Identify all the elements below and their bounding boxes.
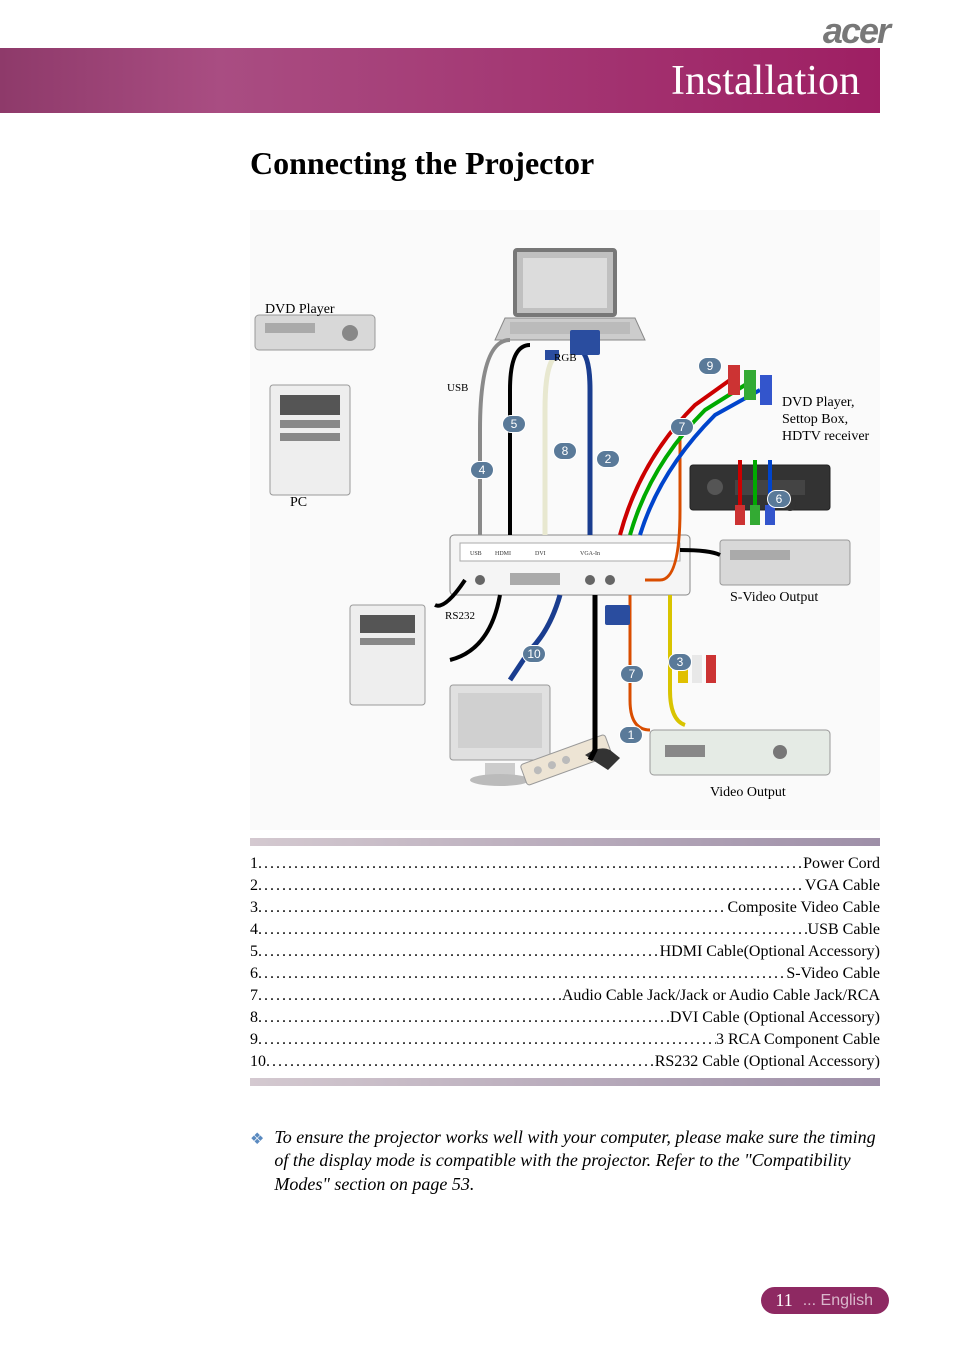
label-dvd-player: DVD Player — [265, 302, 335, 318]
header-title: Installation — [671, 57, 860, 105]
cable-row: 3 Composite Video Cable — [250, 899, 880, 921]
svg-text:HDMI: HDMI — [495, 551, 511, 557]
cable-label: VGA Cable — [805, 877, 880, 895]
cable-row: 4 USB Cable — [250, 921, 880, 943]
table-band-top — [250, 838, 880, 846]
cable-number: 7 — [250, 987, 258, 1005]
label-pc: PC — [290, 495, 307, 511]
cable-label: Composite Video Cable — [727, 899, 880, 917]
cable-number: 2 — [250, 877, 258, 895]
diagram-marker: 5 — [502, 415, 526, 433]
label-dvd-settop: DVD Player, Settop Box, HDTV receiver — [782, 395, 882, 445]
diagram-svg: USB HDMI DVI VGA-In — [250, 210, 880, 830]
diagram-marker: 7 — [620, 665, 644, 683]
cable-number: 9 — [250, 1031, 258, 1049]
cable-label: HDMI Cable(Optional Accessory) — [660, 943, 880, 961]
cable-label: USB Cable — [808, 921, 880, 939]
page-pill: 11 ... English — [761, 1287, 889, 1314]
svg-text:DVI: DVI — [535, 551, 546, 557]
diagram-marker: 10 — [522, 645, 546, 663]
cable-number: 1 — [250, 855, 258, 873]
cable-dots — [258, 1009, 670, 1027]
cable-number: 3 — [250, 899, 258, 917]
diagram-marker: 4 — [470, 461, 494, 479]
page-footer: 11 ... English — [761, 1287, 889, 1314]
cable-dots — [258, 943, 660, 961]
diagram-marker: 3 — [668, 653, 692, 671]
table-band-bottom — [250, 1078, 880, 1086]
cable-label: 3 RCA Component Cable — [716, 1031, 880, 1049]
cable-dots — [258, 877, 805, 895]
label-video-out: Video Output — [710, 785, 786, 801]
page-language: ... English — [803, 1292, 873, 1310]
svg-text:USB: USB — [470, 551, 482, 557]
page-number: 11 — [775, 1290, 792, 1311]
section-title: Connecting the Projector — [250, 145, 594, 182]
diagram-marker: 8 — [553, 442, 577, 460]
diagram-marker: 7 — [670, 418, 694, 436]
cable-number: 10 — [250, 1053, 266, 1071]
note-block: ❖ To ensure the projector works well wit… — [250, 1126, 880, 1196]
cable-dots — [258, 965, 786, 983]
cable-label: Power Cord — [803, 855, 880, 873]
cable-row: 10 RS232 Cable (Optional Accessory) — [250, 1053, 880, 1075]
cable-row: 1 Power Cord — [250, 855, 880, 877]
cable-row: 7 Audio Cable Jack/Jack or Audio Cable Ja… — [250, 987, 880, 1009]
label-rgb: RGB — [554, 352, 577, 364]
cable-row: 8 DVI Cable (Optional Accessory) — [250, 1009, 880, 1031]
cable-row: 2 VGA Cable — [250, 877, 880, 899]
label-usb: USB — [447, 382, 468, 394]
cable-row: 6 S-Video Cable — [250, 965, 880, 987]
cable-label: Audio Cable Jack/Jack or Audio Cable Jac… — [562, 987, 880, 1005]
cable-dots — [258, 855, 803, 873]
svg-text:VGA-In: VGA-In — [580, 551, 600, 557]
label-rs232: RS232 — [445, 610, 475, 622]
label-svideo-out: S-Video Output — [730, 590, 818, 606]
cable-dots — [258, 921, 808, 939]
cable-row: 9 3 RCA Component Cable — [250, 1031, 880, 1053]
cable-dots — [258, 1031, 716, 1049]
diagram-marker: 2 — [596, 450, 620, 468]
note-text: To ensure the projector works well with … — [274, 1126, 880, 1196]
cable-number: 8 — [250, 1009, 258, 1027]
cable-dots — [266, 1053, 655, 1071]
brand-logo: acer — [823, 10, 889, 52]
header-band: Installation — [0, 48, 880, 113]
cable-list: 1 Power Cord 2 VGA Cable 3 Composite Video Ca… — [250, 855, 880, 1075]
cable-label: S-Video Cable — [786, 965, 880, 983]
cable-dots — [258, 987, 562, 1005]
cable-label: DVI Cable (Optional Accessory) — [670, 1009, 880, 1027]
cable-row: 5 HDMI Cable(Optional Accessory) — [250, 943, 880, 965]
connection-diagram: USB HDMI DVI VGA-In — [250, 210, 880, 830]
cable-number: 4 — [250, 921, 258, 939]
cable-number: 6 — [250, 965, 258, 983]
diagram-marker: 6 — [767, 490, 791, 508]
diagram-marker: 1 — [619, 726, 643, 744]
diamond-bullet-icon: ❖ — [250, 1129, 264, 1196]
cable-number: 5 — [250, 943, 258, 961]
cable-label: RS232 Cable (Optional Accessory) — [655, 1053, 880, 1071]
diagram-marker: 9 — [698, 357, 722, 375]
cable-dots — [258, 899, 727, 917]
